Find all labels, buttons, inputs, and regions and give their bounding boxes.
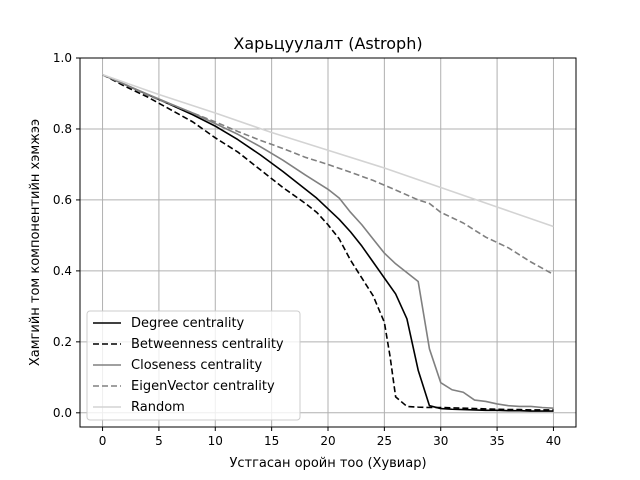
y-tick-label: 0.4 (53, 264, 72, 278)
y-tick-label: 0.8 (53, 122, 72, 136)
x-tick-label: 20 (320, 434, 335, 448)
series-line-3 (102, 73, 554, 276)
x-tick-label: 35 (489, 434, 504, 448)
x-tick-label: 5 (155, 434, 163, 448)
x-tick-label: 0 (99, 434, 107, 448)
legend: Degree centrality Betweenness centrality C… (86, 310, 301, 421)
legend-label: Closeness centrality (131, 358, 262, 373)
legend-label: Degree centrality (131, 316, 245, 331)
y-axis-label: Хамгийн том компонентийн хэмжээ (28, 119, 43, 366)
series-line-2 (102, 73, 554, 409)
y-tick-label: 0.2 (53, 335, 72, 349)
legend-label: Betweenness centrality (131, 337, 284, 352)
x-tick-label: 40 (546, 434, 561, 448)
y-tick-label: 0.0 (53, 406, 72, 420)
series-line-1 (102, 73, 554, 411)
x-tick-label: 10 (208, 434, 223, 448)
chart-title: Харьцуулалт (Astroph) (233, 34, 422, 53)
axis-ticks: 0 5 10 15 20 25 30 35 40 0.0 0.2 0.4 0.6 0.8 1.0 (53, 51, 561, 448)
legend-label: EigenVector centrality (131, 379, 275, 394)
legend-label: Random (131, 400, 185, 415)
series-line-4 (102, 73, 554, 228)
series-line-0 (102, 73, 554, 412)
y-tick-label: 1.0 (53, 51, 72, 65)
x-axis-label: Устгасан оройн тоо (Хувиар) (229, 456, 426, 471)
y-tick-label: 0.6 (53, 193, 72, 207)
legend-box (86, 310, 301, 421)
series-lines (102, 73, 554, 412)
x-tick-label: 30 (433, 434, 448, 448)
x-tick-label: 25 (377, 434, 392, 448)
x-tick-label: 15 (264, 434, 279, 448)
